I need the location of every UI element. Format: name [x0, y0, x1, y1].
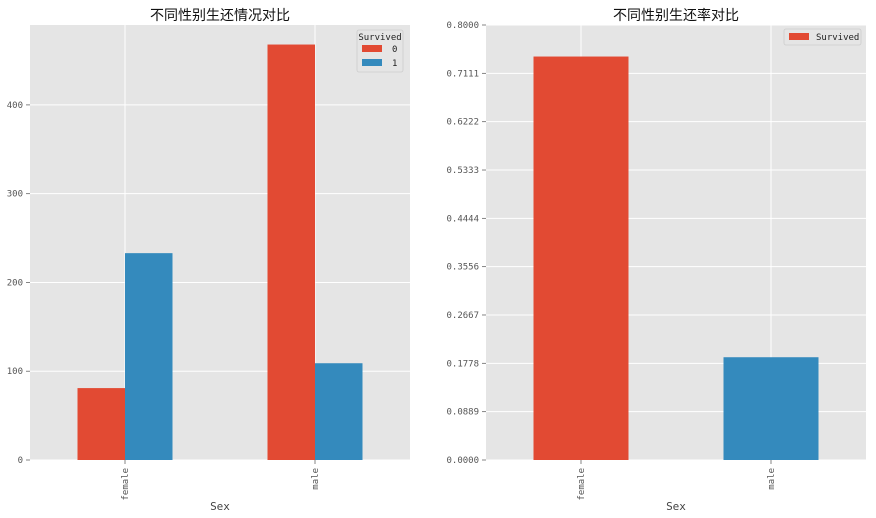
left-legend-swatch-0 — [362, 45, 382, 52]
right-y-tick-label: 0.1778 — [446, 359, 479, 369]
right-bar-female — [533, 56, 629, 460]
right-bars — [533, 56, 819, 460]
left-legend-label-0: 0 — [392, 45, 397, 55]
left-y-tick-label: 200 — [7, 278, 23, 288]
left-legend: Survived 0 1 — [356, 29, 404, 73]
right-x-tick-label: female — [577, 468, 587, 501]
right-y-tick-label: 0.7111 — [446, 69, 479, 79]
left-y-tick-label: 0 — [18, 456, 23, 466]
right-y-tick-label: 0.4444 — [446, 214, 479, 224]
right-y-tick-label: 0.3556 — [446, 263, 479, 273]
right-legend-label: Survived — [816, 33, 859, 43]
left-y-tick-label: 300 — [7, 190, 23, 200]
left-bar-female-1 — [125, 253, 173, 460]
right-y-tick-label: 0.8000 — [446, 21, 479, 31]
right-x-tick-label: male — [767, 468, 777, 490]
left-x-tick-label: female — [121, 468, 131, 501]
left-x-tick-labels: female male — [121, 460, 321, 501]
left-x-tick-label: male — [311, 468, 321, 490]
left-bars — [77, 44, 363, 461]
right-y-tick-label: 0.0889 — [446, 408, 479, 418]
left-legend-title: Survived — [358, 33, 401, 43]
left-x-axis-label: Sex — [210, 500, 230, 513]
left-y-tick-labels: 0 100 200 300 400 — [7, 101, 30, 466]
right-x-axis-label: Sex — [666, 500, 686, 513]
left-chart-title: 不同性别生还情况对比 — [150, 8, 290, 24]
right-legend: Survived — [783, 28, 862, 46]
left-legend-label-1: 1 — [392, 59, 397, 69]
right-y-tick-label: 0.0000 — [446, 456, 479, 466]
right-y-tick-label: 0.6222 — [446, 118, 479, 128]
left-bar-male-1 — [315, 363, 363, 460]
left-y-tick-label: 400 — [7, 101, 23, 111]
right-bar-male — [723, 357, 819, 460]
right-y-tick-label: 0.2667 — [446, 311, 479, 321]
left-bar-female-0 — [77, 388, 125, 460]
right-legend-swatch — [789, 33, 809, 40]
left-y-tick-label: 100 — [7, 367, 23, 377]
right-y-tick-label: 0.5333 — [446, 166, 479, 176]
left-bar-male-0 — [267, 44, 315, 461]
left-legend-swatch-1 — [362, 59, 382, 66]
right-chart-title: 不同性别生还率对比 — [613, 7, 739, 24]
right-chart: 不同性别生还率对比 0.0000 0.0889 0.1778 0.2667 0.3556… — [446, 7, 866, 513]
right-x-tick-labels: female male — [577, 460, 777, 501]
right-y-tick-labels: 0.0000 0.0889 0.1778 0.2667 0.3556 0.4444 0.53… — [446, 21, 486, 466]
